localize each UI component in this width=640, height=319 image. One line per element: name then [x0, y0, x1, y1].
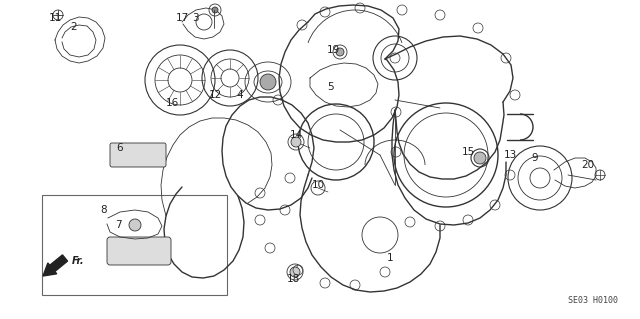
FancyBboxPatch shape — [110, 143, 166, 167]
FancyBboxPatch shape — [107, 237, 171, 265]
FancyArrow shape — [43, 255, 68, 276]
Text: 11: 11 — [49, 13, 61, 23]
Text: 18: 18 — [286, 274, 300, 284]
Circle shape — [212, 7, 218, 13]
Circle shape — [336, 48, 344, 56]
Text: SE03 H0100: SE03 H0100 — [568, 296, 618, 305]
Text: 12: 12 — [209, 90, 221, 100]
Text: 14: 14 — [289, 130, 303, 140]
Text: 9: 9 — [532, 153, 538, 163]
Text: 7: 7 — [115, 220, 122, 230]
Text: 2: 2 — [70, 22, 77, 32]
Circle shape — [129, 219, 141, 231]
Bar — [42, 195, 227, 295]
Text: 13: 13 — [504, 150, 516, 160]
Text: 4: 4 — [237, 90, 243, 100]
Text: 20: 20 — [581, 160, 595, 170]
Text: 16: 16 — [165, 98, 179, 108]
Text: 15: 15 — [461, 147, 475, 157]
Circle shape — [291, 137, 301, 147]
Text: 3: 3 — [192, 13, 198, 23]
Circle shape — [260, 74, 276, 90]
Circle shape — [474, 152, 486, 164]
Text: 10: 10 — [312, 180, 324, 190]
Text: 8: 8 — [100, 205, 108, 215]
Text: 17: 17 — [175, 13, 189, 23]
Text: 19: 19 — [326, 45, 340, 55]
Text: 6: 6 — [116, 143, 124, 153]
Circle shape — [290, 267, 300, 277]
Text: 1: 1 — [387, 253, 394, 263]
Text: Fr.: Fr. — [72, 256, 84, 266]
Text: 5: 5 — [326, 82, 333, 92]
